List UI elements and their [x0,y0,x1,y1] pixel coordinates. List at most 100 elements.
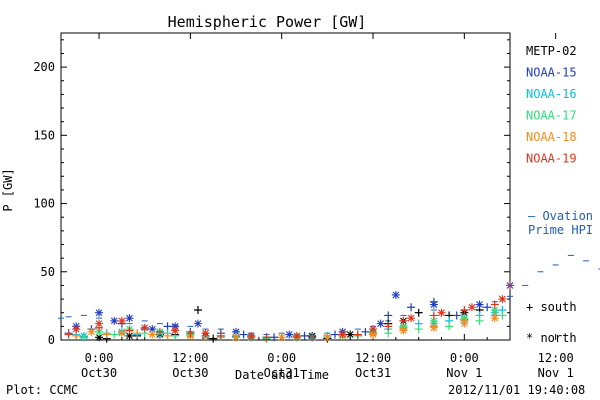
north-marker [407,314,416,323]
y-axis-label: P [GW] [1,168,15,211]
north-marker [429,316,438,325]
south-marker [361,327,370,336]
x-tick-time-label: 12:00 [538,351,574,365]
north-marker [429,323,438,332]
north-marker [369,330,378,339]
south-marker [384,329,393,338]
north-marker [171,326,180,335]
north-marker [95,319,104,328]
legend-entry: NOAA-17 [526,109,577,123]
south-marker [414,325,423,334]
south-marker [353,330,362,339]
south-marker [133,329,142,338]
north-marker [346,330,355,339]
chart-title: Hemispheric Power [GW] [168,13,367,31]
south-marker [262,333,271,342]
x-tick-date-label: Oct31 [355,366,391,380]
marker-key-south: + south [526,300,577,314]
north-marker [95,333,104,342]
south-marker [429,311,438,320]
south-marker [452,311,461,320]
y-tick-label: 0 [48,333,55,347]
north-marker [437,308,446,317]
y-tick-label: 50 [41,265,55,279]
north-marker [475,300,484,309]
north-marker [247,331,256,340]
south-marker [209,334,218,343]
south-marker [72,331,81,340]
north-marker [201,329,210,338]
south-marker [186,329,195,338]
south-marker [270,333,279,342]
south-marker [79,333,88,342]
south-marker [407,303,416,312]
north-marker [125,314,134,323]
south-marker [239,330,248,339]
south-marker [490,300,499,309]
south-marker [193,305,202,314]
north-marker [490,305,499,314]
legend-entry: NOAA-18 [526,130,577,144]
south-marker [163,331,172,340]
north-marker [429,300,438,309]
north-marker [95,327,104,336]
south-marker [498,311,507,320]
south-marker [384,322,393,331]
north-marker [232,327,241,336]
x-tick-time-label: 0:00 [85,351,114,365]
south-marker [308,333,317,342]
x-tick-date-label: Oct31 [264,366,300,380]
north-marker [399,326,408,335]
south-marker [216,331,225,340]
south-marker [110,330,119,339]
marker-key-north: * north [526,331,577,345]
ovation-legend-line1: — Ovation [528,209,593,223]
north-marker [110,316,119,325]
north-marker [87,327,96,336]
north-marker [140,323,149,332]
north-marker [125,331,134,340]
legend-entry: NOAA-16 [526,87,577,101]
legend-entry: NOAA-15 [526,66,577,80]
north-marker [171,322,180,331]
x-tick-date-label: Oct30 [81,366,117,380]
south-marker [125,326,134,335]
y-tick-label: 100 [33,197,55,211]
north-marker [498,295,507,304]
north-marker [148,330,157,339]
south-marker [414,308,423,317]
north-marker [369,325,378,334]
south-marker [384,311,393,320]
y-tick-label: 200 [33,60,55,74]
south-marker [300,331,309,340]
north-marker [391,290,400,299]
north-marker [338,330,347,339]
x-tick-date-label: Nov 1 [538,366,574,380]
x-tick-time-label: 12:00 [355,351,391,365]
south-marker [506,281,514,290]
south-marker [155,327,164,336]
north-marker [72,325,81,334]
south-marker [163,322,172,331]
south-marker [460,305,469,314]
footer-timestamp: 2012/11/01 19:40:08 [448,383,585,397]
south-marker [64,330,73,339]
x-tick-date-label: Oct30 [172,366,208,380]
north-marker [277,333,286,342]
legend-entry: NOAA-19 [526,152,577,166]
x-tick-time-label: 0:00 [267,351,296,365]
north-marker [323,333,332,342]
south-marker [102,330,111,339]
y-tick-label: 150 [33,128,55,142]
footer-plot-credit: Plot: CCMC [6,383,78,397]
legend-entry: METP-02 [526,44,577,58]
plot-area: 0501001502000:00Oct3012:00Oct300:00Oct31… [33,32,600,380]
north-marker [490,314,499,323]
x-tick-time-label: 12:00 [172,351,208,365]
north-marker [117,329,126,338]
north-marker [285,330,294,339]
south-marker [483,303,492,312]
north-marker [148,325,157,334]
north-marker [232,333,241,342]
